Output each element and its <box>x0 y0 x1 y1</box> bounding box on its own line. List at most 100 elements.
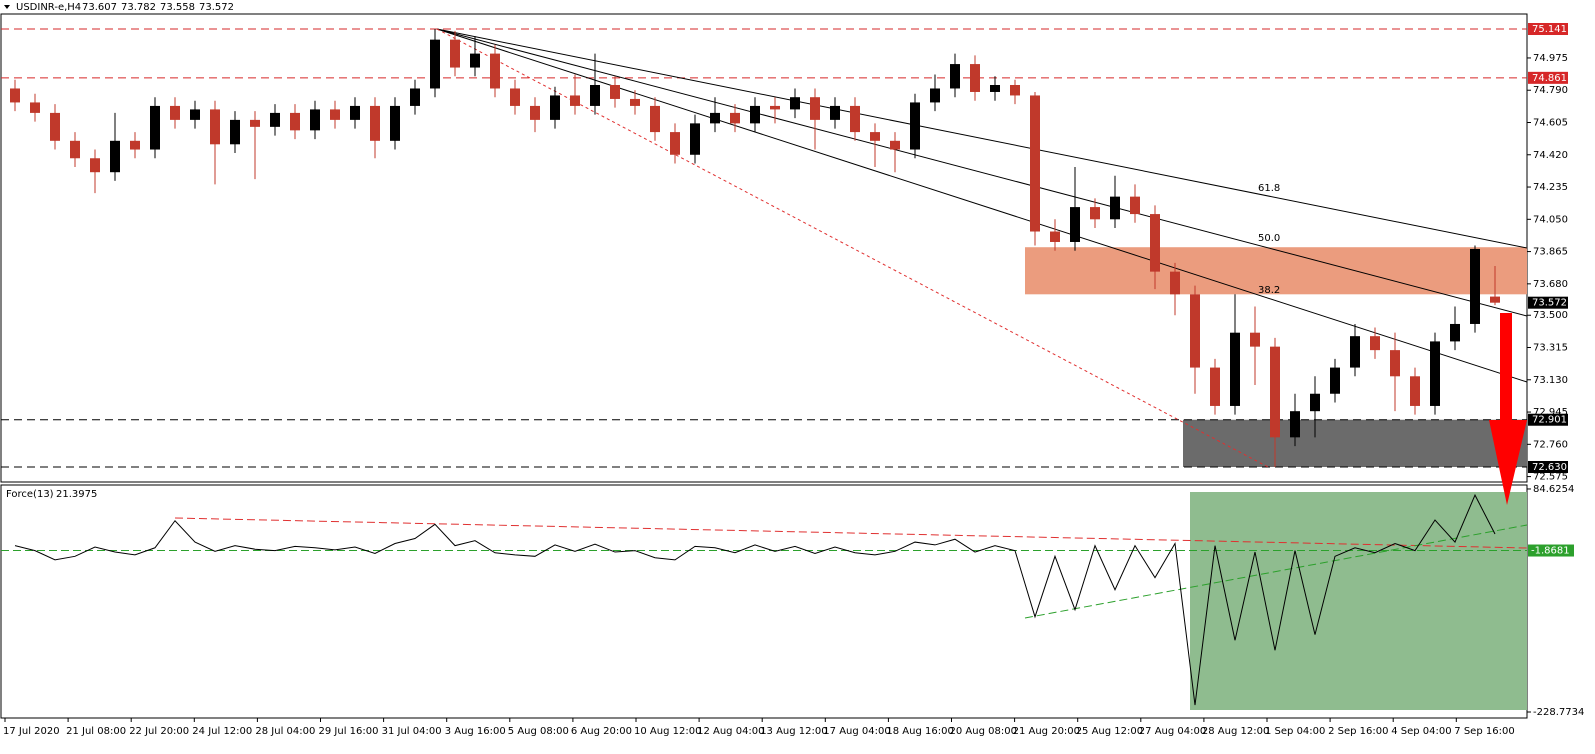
candle-body <box>210 109 220 145</box>
candle-body <box>10 88 20 103</box>
x-tick-label: 18 Aug 16:00 <box>886 726 953 737</box>
level-label: 75.141 <box>1532 24 1567 35</box>
candle-body <box>1190 294 1200 368</box>
x-tick-label: 17 Jul 2020 <box>3 726 60 737</box>
y-tick-label: 74.605 <box>1533 117 1568 128</box>
candle-body <box>890 140 900 150</box>
candle-body <box>430 39 440 89</box>
y-tick-label: 72.945 <box>1533 407 1568 418</box>
header-high: 73.782 <box>121 2 156 13</box>
x-tick-label: 6 Aug 20:00 <box>571 726 632 737</box>
y-tick-label: 73.865 <box>1533 247 1568 258</box>
candle-body <box>230 119 240 145</box>
candle-body <box>530 105 540 120</box>
candle-body <box>1390 350 1400 377</box>
y-tick-label: 84.6254 <box>1533 484 1574 495</box>
indicator-level-box <box>1528 544 1574 557</box>
candle-body <box>270 112 280 127</box>
candle-body <box>750 105 760 124</box>
y-tick-label: 74.235 <box>1533 182 1568 193</box>
zone <box>1183 419 1527 467</box>
indicator-trend <box>1024 524 1528 619</box>
candle-body <box>1070 207 1080 242</box>
indicator-line <box>14 493 1496 706</box>
y-tick-label: 73.680 <box>1533 279 1568 290</box>
candle-body <box>30 102 40 113</box>
candle-body <box>250 119 260 127</box>
candle-body <box>1030 95 1040 232</box>
candle-body <box>1230 332 1240 406</box>
candle-body <box>1010 84 1020 96</box>
x-tick-label: 21 Aug 20:00 <box>1013 726 1080 737</box>
candle-body <box>1210 367 1220 406</box>
candle-body <box>1430 341 1440 406</box>
candle-body <box>870 132 880 141</box>
level-label: 72.630 <box>1532 462 1567 473</box>
candle-body <box>50 112 60 141</box>
indicator-trend <box>174 517 1528 549</box>
candle-body <box>410 88 420 106</box>
x-tick-label: 25 Aug 12:00 <box>1076 726 1143 737</box>
candle-body <box>1290 411 1300 438</box>
fib-label: 61.8 <box>1258 183 1280 194</box>
candle-body <box>310 109 320 131</box>
fib-fan-line <box>436 28 1528 317</box>
candle-body <box>1450 323 1460 342</box>
candle-body <box>930 88 940 103</box>
x-tick-label: 13 Aug 12:00 <box>760 726 827 737</box>
candle-body <box>1350 336 1360 368</box>
y-tick-label: 73.315 <box>1533 343 1568 354</box>
candle-body <box>770 105 780 110</box>
candle-body <box>1490 296 1500 303</box>
candle-body <box>470 53 480 68</box>
zone <box>1025 247 1527 295</box>
candle-body <box>1090 207 1100 220</box>
candle-body <box>1250 332 1260 347</box>
x-tick-label: 28 Jul 04:00 <box>255 726 315 737</box>
candle-body <box>190 109 200 120</box>
y-tick-label: -228.7734 <box>1533 707 1584 718</box>
x-tick-label: 3 Aug 16:00 <box>445 726 506 737</box>
candle-body <box>810 97 820 120</box>
candle-body <box>690 123 700 155</box>
candle-body <box>390 105 400 141</box>
x-tick-label: 28 Aug 12:00 <box>1202 726 1269 737</box>
x-tick-label: 2 Sep 16:00 <box>1328 726 1388 737</box>
x-tick-label: 31 Jul 04:00 <box>382 726 442 737</box>
candle-body <box>1310 393 1320 412</box>
x-tick-label: 22 Jul 20:00 <box>129 726 189 737</box>
x-tick-label: 24 Jul 12:00 <box>192 726 252 737</box>
x-tick-label: 5 Aug 08:00 <box>508 726 569 737</box>
fib-label: 50.0 <box>1258 233 1280 244</box>
price-label: 73.572 <box>1532 298 1567 309</box>
candle-body <box>510 88 520 106</box>
candle-body <box>990 84 1000 92</box>
candle-body <box>110 140 120 173</box>
fib-fan-line <box>436 28 1528 249</box>
indicator-zone <box>1190 492 1527 710</box>
candle-body <box>610 84 620 99</box>
x-tick-label: 12 Aug 04:00 <box>697 726 764 737</box>
candle-body <box>330 109 340 120</box>
y-tick-label: 72.575 <box>1533 472 1568 483</box>
candle-body <box>550 95 560 120</box>
x-tick-label: 7 Sep 16:00 <box>1454 726 1514 737</box>
candle-body <box>1110 196 1120 220</box>
candle-body <box>570 95 580 106</box>
forecast-arrow <box>1489 313 1527 505</box>
y-tick-label: 74.790 <box>1533 85 1568 96</box>
candle-body <box>590 84 600 106</box>
symbol-title: USDINR-e,H4 <box>16 2 81 13</box>
candle-body <box>130 140 140 150</box>
candle-body <box>1410 376 1420 406</box>
level-label-box <box>1528 413 1568 426</box>
candle-body <box>950 64 960 89</box>
candle-body <box>650 105 660 133</box>
candle-body <box>670 132 680 155</box>
y-tick-label: 73.130 <box>1533 375 1568 386</box>
candle-body <box>90 158 100 173</box>
y-tick-label: 74.420 <box>1533 150 1568 161</box>
header-open: 73.607 <box>82 2 117 13</box>
y-tick-label: 73.500 <box>1533 310 1568 321</box>
